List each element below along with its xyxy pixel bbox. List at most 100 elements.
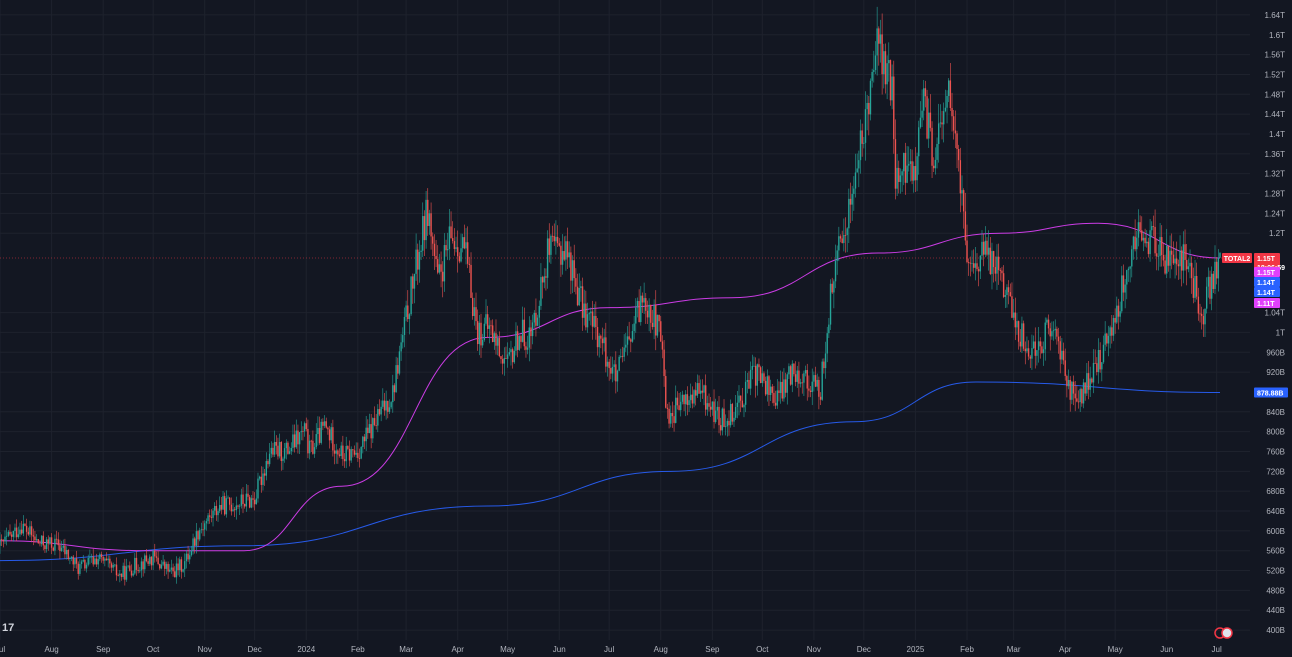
candle-body	[811, 381, 813, 392]
price-axis[interactable]: 400B 440B 480B 520B 560B 600B 640B 680B 720B 760B…	[1265, 11, 1286, 635]
candle-body	[739, 395, 742, 401]
candle-body	[749, 369, 752, 389]
candle-body	[531, 322, 534, 337]
candle-body	[165, 563, 168, 569]
candle-body	[1046, 319, 1048, 323]
candle-body	[530, 327, 532, 337]
candle-body	[789, 366, 792, 385]
candle-body	[620, 355, 622, 357]
candle-body	[57, 539, 59, 546]
moving-average-line	[0, 222, 1221, 552]
candle-body	[1041, 346, 1043, 354]
candle-body	[934, 159, 937, 169]
candle-body	[678, 405, 680, 411]
candle-body	[375, 425, 377, 426]
candle-body	[463, 237, 466, 249]
candle-body	[836, 250, 838, 261]
candle-body	[408, 314, 411, 320]
candle-body	[923, 88, 925, 111]
candle-body	[100, 554, 103, 557]
candle-body	[49, 537, 51, 544]
y-tick-label: 600B	[1266, 527, 1285, 536]
candle-body	[556, 236, 559, 244]
candle-body	[372, 418, 374, 439]
candle-body	[430, 213, 432, 237]
candle-body	[433, 243, 436, 256]
candle-body	[164, 561, 166, 569]
candle-body	[1131, 249, 1133, 267]
y-tick-label: 960B	[1266, 348, 1285, 357]
candle-body	[605, 337, 607, 367]
candle-body	[260, 476, 263, 485]
candle-body	[839, 236, 842, 239]
candle-body	[1106, 333, 1108, 344]
candle-body	[1156, 253, 1158, 257]
candle-body	[1051, 331, 1053, 337]
candle-body	[1024, 348, 1026, 352]
candle-body	[1037, 341, 1040, 351]
candle-body	[195, 531, 198, 546]
candle-body	[1162, 254, 1165, 261]
candle-body	[1182, 244, 1185, 271]
candle-body	[700, 390, 702, 394]
candle-body	[924, 88, 927, 97]
candle-body	[788, 366, 790, 375]
candle-body	[508, 352, 511, 355]
candle-body	[222, 496, 224, 510]
x-tick-label: Apr	[451, 645, 464, 654]
candle-body	[563, 251, 565, 260]
candle-body	[214, 505, 216, 511]
candle-body	[560, 245, 562, 265]
candle-body	[883, 51, 885, 75]
y-tick-label: 1.24T	[1265, 209, 1286, 218]
time-axis[interactable]: Jul Aug Sep Oct Nov Dec 2024 Feb Mar Apr May Jun Jul…	[0, 645, 1222, 654]
candle-body	[758, 364, 760, 368]
candle-body	[19, 529, 21, 535]
candle-body	[252, 498, 254, 500]
candle-body	[383, 400, 386, 411]
candle-body	[272, 447, 274, 455]
settings-icon[interactable]	[1214, 626, 1234, 640]
candle-body	[864, 109, 867, 143]
candle-body	[997, 256, 1000, 271]
candle-body	[318, 427, 321, 443]
candle-body	[521, 319, 524, 342]
candle-body	[498, 338, 501, 357]
candle-body	[114, 564, 116, 566]
candle-body	[606, 361, 609, 367]
candle-body	[150, 556, 153, 566]
candle-body	[1195, 275, 1198, 297]
candle-body	[1066, 375, 1068, 387]
candle-body	[1202, 316, 1205, 325]
candle-body	[769, 386, 772, 395]
candle-body	[342, 445, 344, 460]
candle-body	[220, 504, 223, 510]
candle-body	[541, 277, 544, 283]
candle-body	[17, 534, 20, 538]
candle-body	[636, 300, 639, 308]
candle-body	[1029, 356, 1031, 359]
candle-body	[397, 365, 399, 374]
candle-body	[961, 190, 963, 194]
symbol-label: TOTAL2	[1224, 256, 1251, 263]
candle-body	[741, 400, 744, 408]
candle-body	[14, 527, 16, 531]
candle-body	[1062, 350, 1065, 361]
candle-body	[303, 423, 306, 432]
candle-body	[288, 451, 291, 454]
candle-body	[926, 96, 928, 139]
candle-body	[305, 423, 307, 429]
candle-body	[10, 534, 13, 537]
candle-body	[35, 539, 38, 541]
candle-body	[884, 51, 887, 85]
candle-body	[189, 555, 191, 560]
candle-body	[87, 557, 89, 565]
candle-body	[904, 152, 907, 183]
y-tick-label: 1.36T	[1265, 150, 1286, 159]
candle-body	[939, 122, 942, 124]
candle-body	[139, 570, 141, 572]
candle-body	[243, 503, 246, 507]
candle-body	[72, 556, 74, 565]
candle-body	[957, 148, 960, 161]
